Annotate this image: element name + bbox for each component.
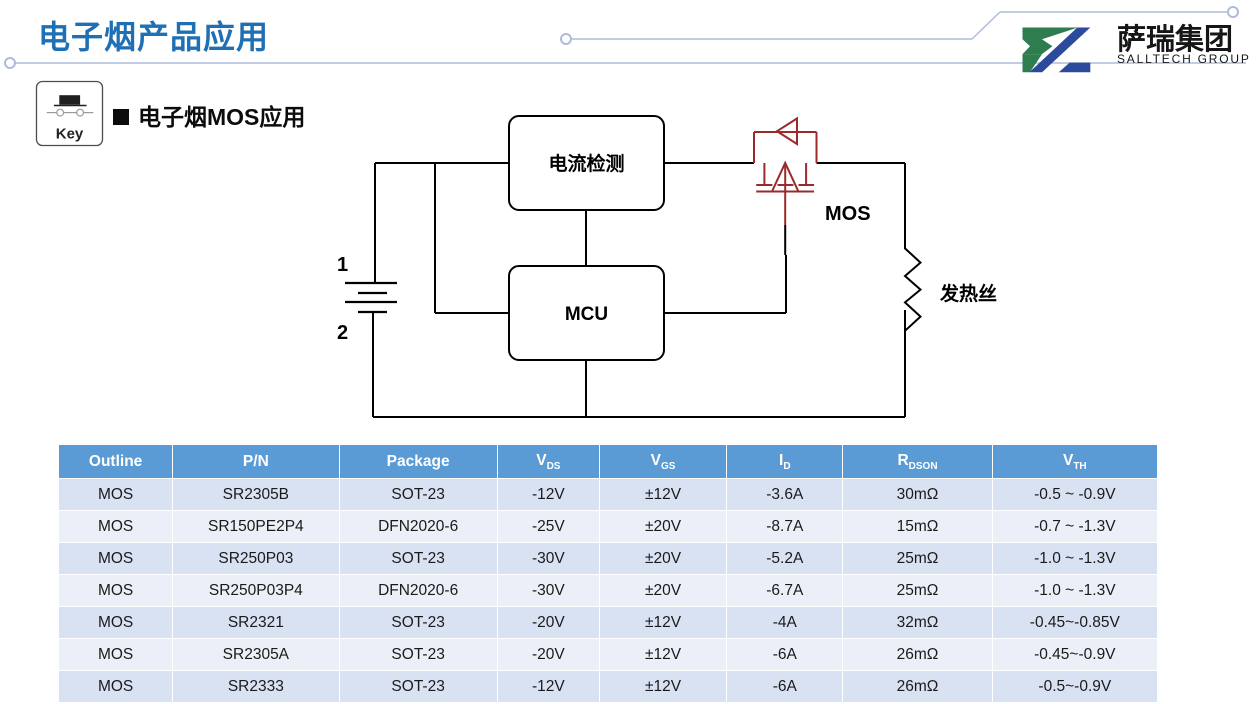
- svg-text:发热丝: 发热丝: [939, 282, 997, 305]
- svg-text:电流检测: 电流检测: [548, 152, 624, 175]
- svg-text:2: 2: [337, 322, 348, 344]
- svg-text:MOS: MOS: [825, 203, 871, 225]
- svg-text:MCU: MCU: [565, 304, 608, 325]
- svg-text:1: 1: [337, 254, 348, 276]
